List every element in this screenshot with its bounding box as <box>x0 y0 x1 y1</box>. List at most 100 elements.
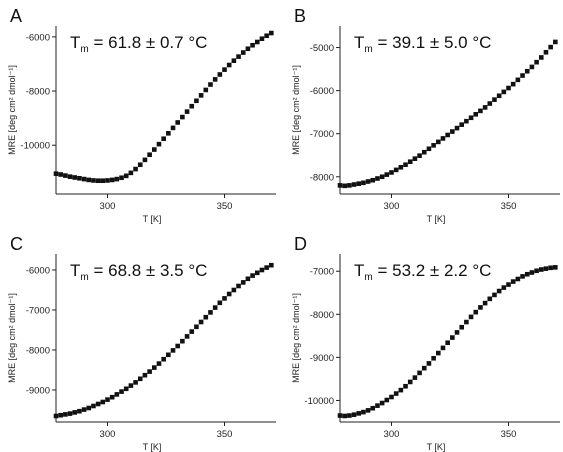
y-tick-label: -8000 <box>310 172 334 183</box>
panel-label: C <box>10 234 23 254</box>
data-point <box>515 77 521 83</box>
data-point <box>151 147 157 152</box>
data-point <box>63 173 68 178</box>
data-point <box>365 179 371 184</box>
data-point <box>119 389 124 394</box>
data-point <box>128 383 134 388</box>
data-point <box>426 146 432 152</box>
data-point <box>501 89 507 95</box>
data-point <box>342 183 347 189</box>
data-point <box>254 270 260 276</box>
y-tick-label: -8000 <box>310 310 334 321</box>
data-point <box>370 405 376 411</box>
data-point <box>529 270 535 275</box>
data-point <box>156 141 162 147</box>
data-point <box>198 93 204 98</box>
data-point <box>63 412 68 417</box>
data-point <box>492 292 497 298</box>
data-point <box>166 131 171 136</box>
data-point <box>180 114 185 120</box>
y-axis-title: MRE [deg cm² dmol⁻¹] <box>7 293 17 383</box>
data-point <box>91 178 96 183</box>
data-point <box>524 271 530 277</box>
data-point <box>231 58 237 63</box>
data-point <box>435 139 441 145</box>
data-point <box>389 170 394 175</box>
y-tick-label: -10000 <box>20 141 50 152</box>
y-tick-label: -9000 <box>310 353 334 364</box>
data-point <box>77 408 82 414</box>
data-point <box>393 167 399 173</box>
data-point <box>553 39 558 45</box>
data-point <box>137 376 143 382</box>
data-point <box>543 266 549 271</box>
data-point <box>384 172 390 177</box>
data-point <box>254 39 260 45</box>
data-point <box>100 399 106 405</box>
chart-svg-b: 300 350 -8000 -7000 -6000 -5000 T [K] MRE [deg … <box>291 6 560 224</box>
y-tick-label: -7000 <box>310 267 334 278</box>
chart-panel-c: 300 350 -9000 -8000 -7000 -6000 T [K] MRE [deg … <box>0 228 279 452</box>
data-point <box>482 300 488 306</box>
data-point <box>454 125 460 131</box>
x-tick-label: 350 <box>217 429 233 440</box>
data-point <box>208 310 213 315</box>
x-tick-label: 350 <box>501 429 517 440</box>
chart-svg-d: 300 350 -10000 -9000 -8000 -7000 T [K] MRE [deg… <box>291 234 560 452</box>
data-point <box>520 73 525 78</box>
y-tick-label: -5000 <box>310 43 334 54</box>
data-point <box>198 319 204 325</box>
data-point <box>375 176 380 181</box>
data-point <box>269 262 274 268</box>
data-point <box>114 392 120 397</box>
data-point <box>450 335 455 340</box>
data-point <box>487 296 493 302</box>
data-point <box>109 177 115 183</box>
data-point <box>496 288 502 294</box>
y-tick-label: -6000 <box>26 32 50 43</box>
data-point <box>142 157 148 163</box>
data-point <box>445 340 450 346</box>
data-point <box>524 68 530 74</box>
data-point <box>356 181 362 186</box>
data-point <box>86 405 92 411</box>
data-point <box>245 46 251 52</box>
y-axis-title: MRE [deg cm² dmol⁻¹] <box>291 65 301 155</box>
y-tick-label: -7000 <box>26 306 50 317</box>
data-point <box>250 273 255 278</box>
data-point <box>91 403 96 409</box>
data-point <box>510 81 516 87</box>
y-tick-label: -8000 <box>26 87 50 98</box>
tm-annotation: Tm = 68.8 ± 3.5 °C <box>70 261 207 283</box>
data-point <box>478 108 483 114</box>
data-point <box>240 50 246 55</box>
x-axis-title: T [K] <box>143 442 162 452</box>
tm-annotation: Tm = 39.1 ± 5.0 °C <box>354 33 491 55</box>
data-point <box>347 413 352 418</box>
data-point <box>417 370 422 376</box>
data-point <box>538 55 544 60</box>
data-point <box>337 413 343 418</box>
data-point <box>226 62 232 68</box>
data-point <box>384 397 390 403</box>
y-axis-title: MRE [deg cm² dmol⁻¹] <box>291 293 301 383</box>
data-point <box>529 64 535 70</box>
data-point <box>222 296 227 301</box>
data-point <box>226 291 232 297</box>
data-point <box>161 136 166 142</box>
data-point <box>506 85 511 91</box>
panel-label: A <box>10 6 22 26</box>
x-tick-label: 300 <box>384 201 400 212</box>
x-axis-title: T [K] <box>427 442 446 452</box>
tm-annotation: Tm = 61.8 ± 0.7 °C <box>70 33 207 55</box>
data-point <box>403 162 408 168</box>
data-point <box>184 109 190 114</box>
x-tick-label: 350 <box>217 201 233 212</box>
data-point <box>81 407 87 412</box>
data-point <box>361 409 366 415</box>
data-point <box>81 176 87 182</box>
data-point <box>356 411 362 416</box>
data-point <box>534 268 539 274</box>
data-point <box>464 118 469 124</box>
data-point <box>58 172 63 177</box>
